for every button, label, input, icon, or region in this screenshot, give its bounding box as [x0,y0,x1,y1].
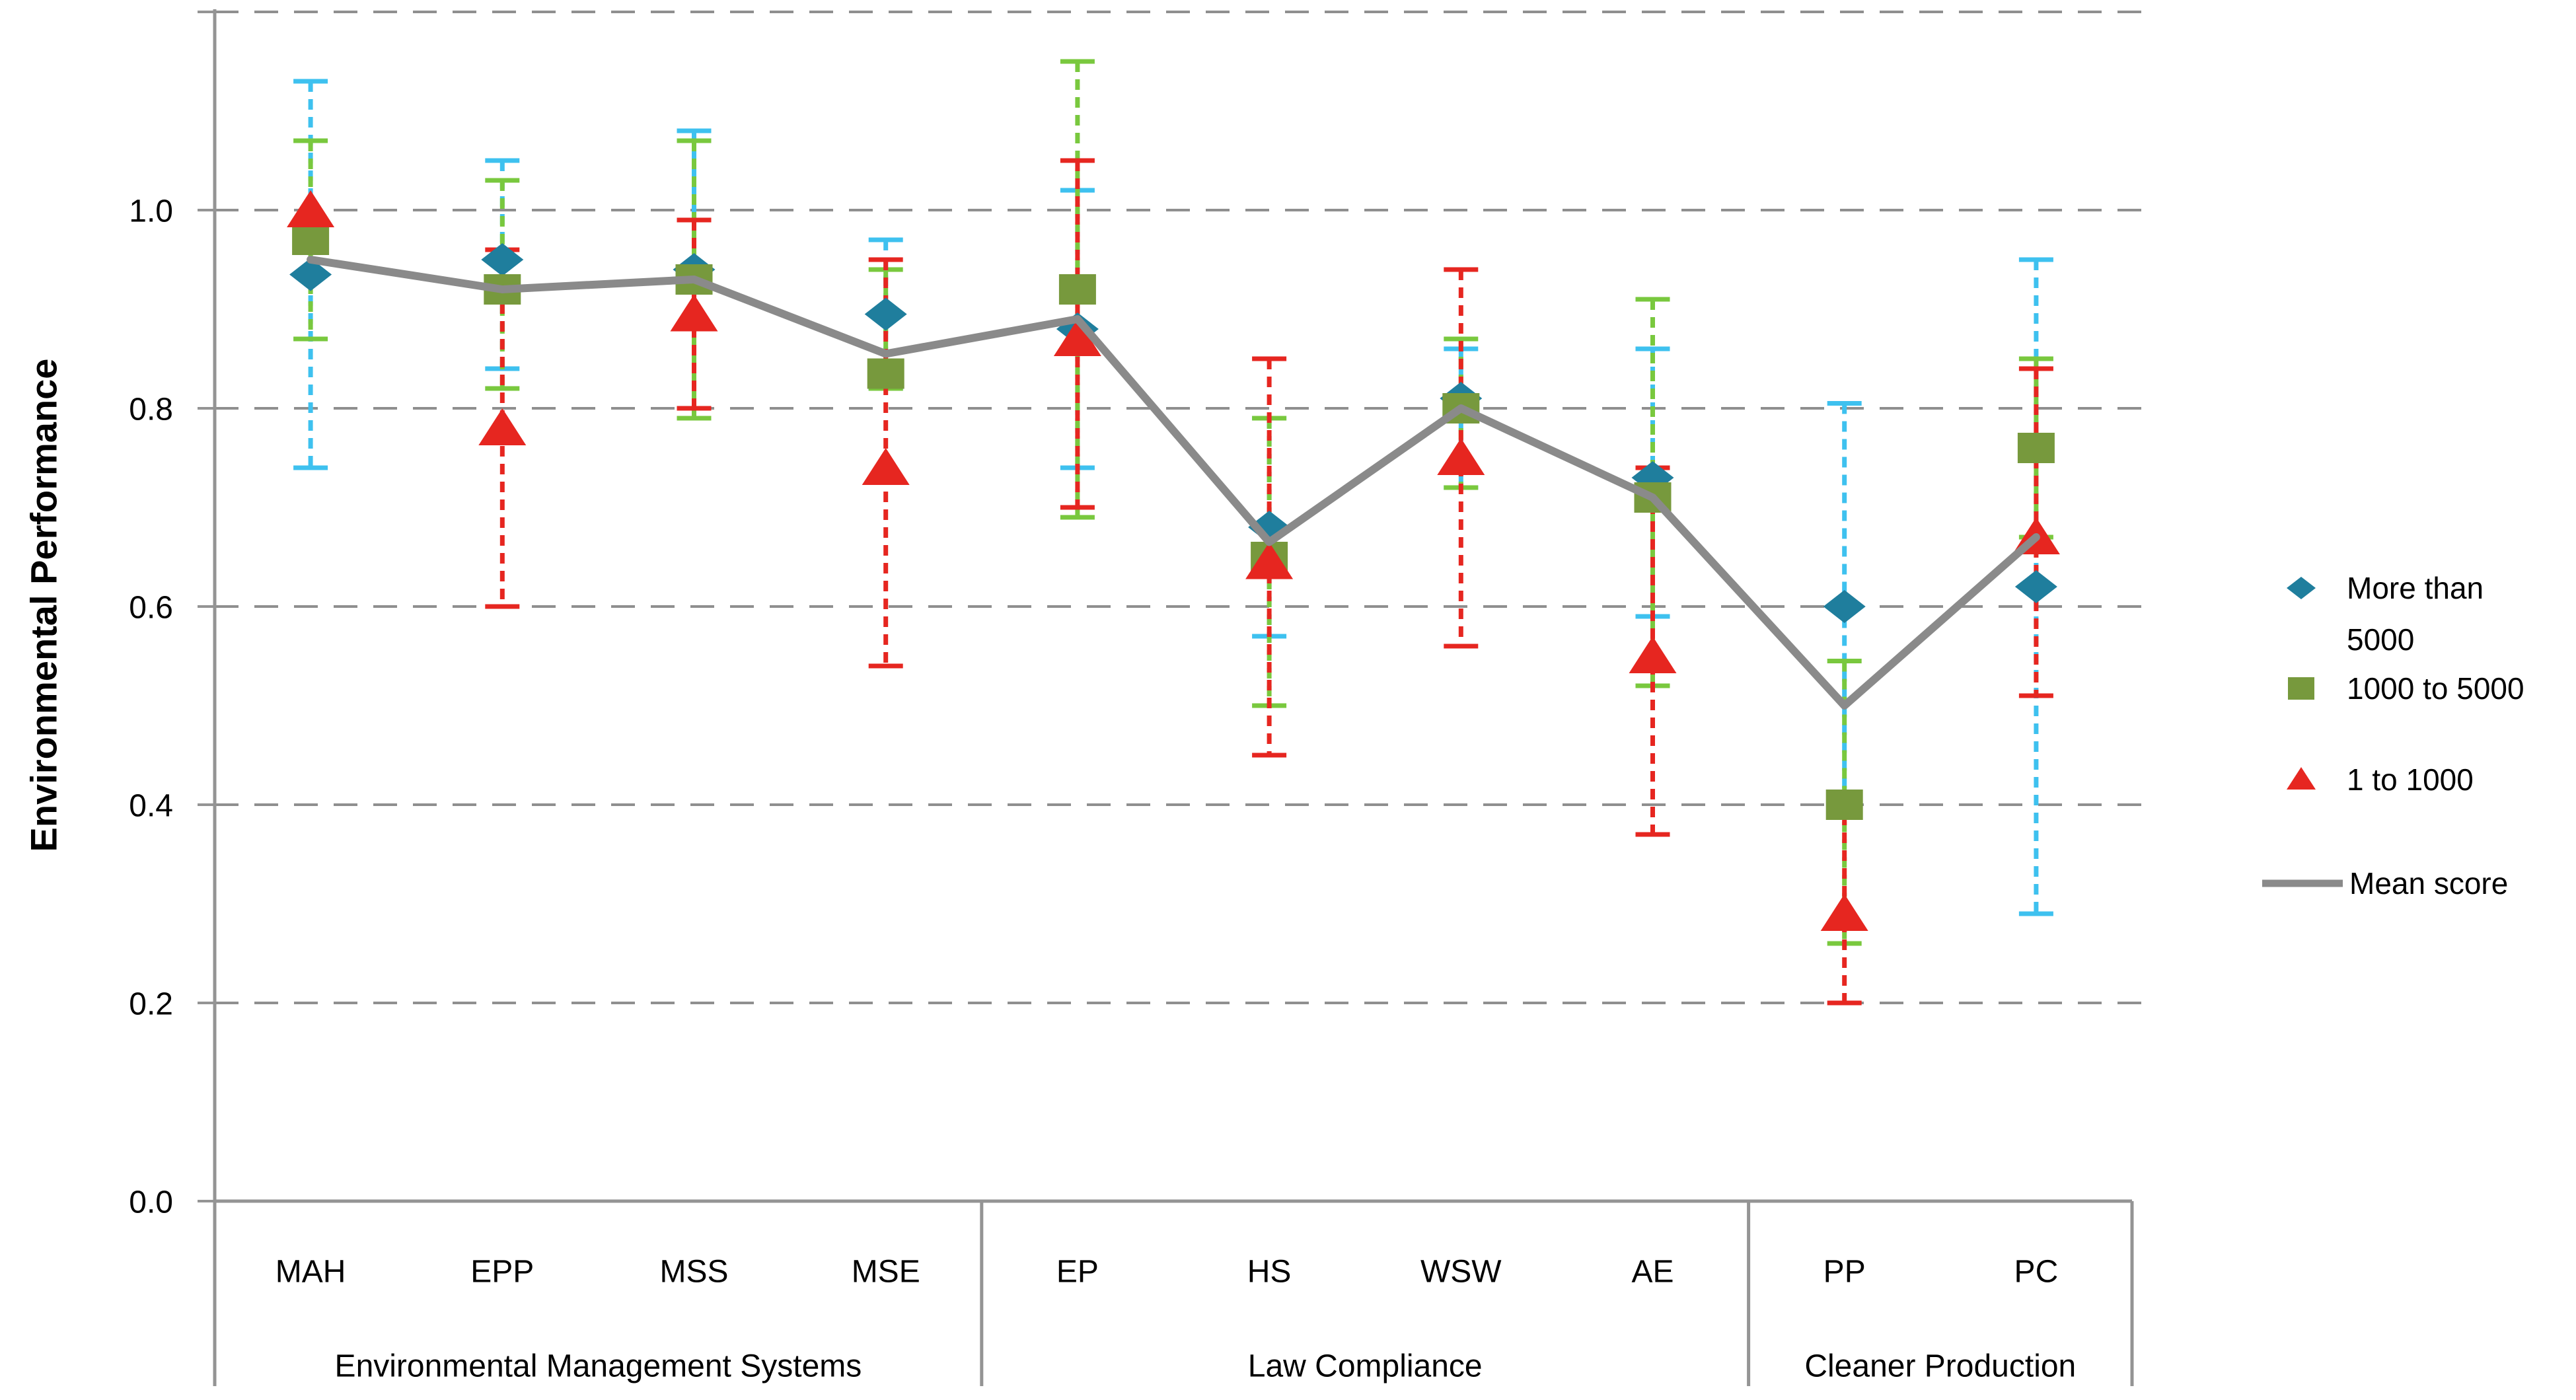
y-tick-label: 0.6 [129,591,173,626]
legend-triangle-icon [2287,767,2316,790]
category-label: EPP [470,1255,534,1290]
series-marker-triangle [1245,542,1294,579]
category-label: PP [1823,1255,1866,1290]
legend-item: 1000 to 5000 [2288,671,2524,706]
series-marker-triangle [478,408,527,445]
series-marker-diamond [2014,570,2057,603]
legend-item: More than 5000 [2287,571,2484,657]
series-marker-square [867,358,904,389]
y-tick-label: 0.0 [129,1185,173,1220]
legend-item: Mean score [2262,866,2508,901]
mean-score-line [307,256,2040,710]
legend-label: 1000 to 5000 [2347,671,2524,706]
series-marker-triangle [1437,438,1485,475]
y-tick-label: 0.4 [129,789,173,824]
category-label: MSS [659,1255,728,1290]
series-marker-square [292,225,330,255]
series-marker-diamond [481,243,524,276]
series-marker-triangle [1053,319,1101,356]
legend-label: More than [2347,571,2484,605]
category-label: MAH [276,1255,346,1290]
legend-label: Mean score [2349,866,2508,901]
category-group-label: Law Compliance [1248,1349,1483,1384]
series-marker-square [1825,790,1863,820]
category-label: PC [2014,1255,2059,1290]
series-marker-triangle [670,294,718,332]
y-axis-title: Environmental Performance [23,359,65,852]
category-group-label: Environmental Management Systems [335,1349,862,1384]
legend-label: 5000 [2347,622,2414,657]
category-group-label: Cleaner Production [1804,1349,2076,1384]
category-label: WSW [1420,1255,1502,1290]
series-marker-square [1058,274,1096,305]
series-marker-triangle [862,448,910,485]
series-marker-diamond [289,258,332,291]
category-label: AE [1631,1255,1674,1290]
legend-label: 1 to 1000 [2347,762,2474,797]
series-marker-diamond [1823,590,1866,623]
legend-item: 1 to 1000 [2287,762,2474,797]
category-label: EP [1056,1255,1099,1290]
series-marker-triangle [1629,636,1677,673]
y-tick-label: 0.2 [129,987,173,1022]
series-marker-square [2017,433,2055,463]
category-label: HS [1247,1255,1292,1290]
series-marker-triangle [287,190,335,227]
legend-diamond-icon [2287,577,2316,599]
legend-square-icon [2288,677,2314,700]
y-tick-label: 1.0 [129,194,173,229]
series-marker-triangle [1820,894,1868,931]
series-marker-diamond [864,297,907,331]
y-tick-label: 0.8 [129,392,173,427]
category-label: MSE [852,1255,920,1290]
